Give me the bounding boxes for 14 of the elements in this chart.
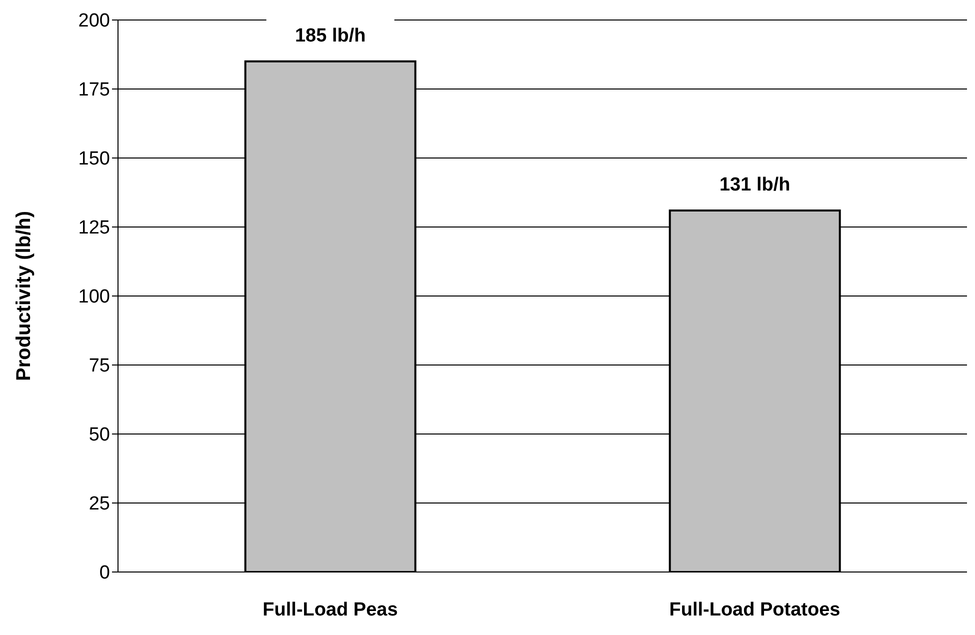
- data-label: 131 lb/h: [719, 174, 790, 196]
- data-label: 185 lb/h: [294, 25, 366, 46]
- x-tick-label: Full-Load Potatoes: [669, 599, 840, 620]
- y-tick-label: 200: [78, 10, 110, 32]
- y-tick-label: 0: [99, 562, 110, 584]
- y-tick-label: 150: [78, 148, 110, 170]
- x-tick-label: Full-Load Peas: [262, 599, 398, 620]
- y-axis-title: Productivity (lb/h): [13, 211, 36, 381]
- y-tick-label: 50: [88, 424, 110, 446]
- y-tick-label: 100: [78, 286, 110, 308]
- y-tick-label: 175: [78, 80, 110, 101]
- y-tick-label: 125: [78, 218, 110, 239]
- y-tick-label: 75: [88, 356, 110, 377]
- y-tick-label: 25: [88, 494, 110, 515]
